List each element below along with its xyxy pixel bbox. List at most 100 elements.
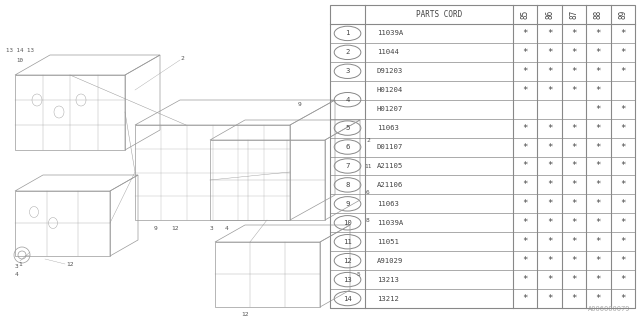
- Text: 14: 14: [343, 296, 352, 301]
- Text: 85: 85: [521, 10, 530, 19]
- Text: *: *: [620, 199, 625, 208]
- Text: *: *: [572, 142, 577, 152]
- Text: *: *: [596, 180, 601, 189]
- Text: *: *: [620, 275, 625, 284]
- Text: 9: 9: [153, 226, 157, 230]
- Text: *: *: [547, 256, 552, 265]
- Text: 13213: 13213: [377, 276, 399, 283]
- Text: *: *: [547, 162, 552, 171]
- Text: 11: 11: [364, 164, 372, 169]
- Text: 1: 1: [346, 30, 349, 36]
- Text: *: *: [620, 180, 625, 189]
- Text: PARTS CORD: PARTS CORD: [416, 10, 462, 19]
- Text: 11063: 11063: [377, 201, 399, 207]
- Text: 4: 4: [15, 273, 19, 277]
- Text: *: *: [547, 180, 552, 189]
- Text: A21105: A21105: [377, 163, 403, 169]
- Text: *: *: [547, 237, 552, 246]
- Text: *: *: [620, 218, 625, 227]
- Text: 13212: 13212: [377, 296, 399, 301]
- Text: *: *: [522, 218, 528, 227]
- Text: *: *: [596, 275, 601, 284]
- Text: 10: 10: [17, 58, 24, 62]
- Text: *: *: [522, 294, 528, 303]
- Text: 3: 3: [346, 68, 349, 74]
- Text: *: *: [620, 256, 625, 265]
- Text: H01204: H01204: [377, 87, 403, 93]
- Text: 2: 2: [366, 138, 370, 142]
- Text: *: *: [572, 86, 577, 95]
- Text: 9: 9: [298, 102, 302, 108]
- Text: *: *: [620, 162, 625, 171]
- Text: 11063: 11063: [377, 125, 399, 131]
- Text: 6: 6: [366, 190, 370, 196]
- Text: 8: 8: [346, 182, 349, 188]
- Text: *: *: [572, 162, 577, 171]
- Text: *: *: [596, 142, 601, 152]
- Text: 86: 86: [545, 10, 554, 19]
- Text: *: *: [620, 294, 625, 303]
- Text: *: *: [547, 48, 552, 57]
- Text: A006000079: A006000079: [588, 306, 630, 312]
- Text: *: *: [522, 256, 528, 265]
- Text: *: *: [522, 162, 528, 171]
- Text: *: *: [596, 124, 601, 132]
- Text: *: *: [547, 142, 552, 152]
- Text: *: *: [522, 180, 528, 189]
- Text: 12: 12: [241, 311, 249, 316]
- Bar: [330, 5, 635, 308]
- Text: *: *: [572, 237, 577, 246]
- Text: *: *: [596, 29, 601, 38]
- Text: 11039A: 11039A: [377, 30, 403, 36]
- Text: 13 14 13: 13 14 13: [6, 47, 34, 52]
- Text: A21106: A21106: [377, 182, 403, 188]
- Text: 2: 2: [346, 49, 349, 55]
- Text: 3: 3: [210, 226, 214, 230]
- Text: *: *: [547, 86, 552, 95]
- Text: *: *: [572, 29, 577, 38]
- Text: *: *: [572, 294, 577, 303]
- Text: 6: 6: [346, 144, 349, 150]
- Text: *: *: [620, 29, 625, 38]
- Text: 4: 4: [225, 226, 229, 230]
- Text: *: *: [547, 275, 552, 284]
- Text: *: *: [596, 256, 601, 265]
- Text: *: *: [596, 162, 601, 171]
- Text: 9: 9: [346, 201, 349, 207]
- Text: *: *: [547, 218, 552, 227]
- Text: 13: 13: [343, 276, 352, 283]
- Text: 87: 87: [570, 10, 579, 19]
- Text: *: *: [620, 105, 625, 114]
- Text: *: *: [596, 67, 601, 76]
- Text: 12: 12: [67, 261, 74, 267]
- Text: *: *: [547, 29, 552, 38]
- Text: *: *: [620, 124, 625, 132]
- Text: D01107: D01107: [377, 144, 403, 150]
- Text: *: *: [522, 86, 528, 95]
- Text: 12: 12: [172, 226, 179, 230]
- Text: *: *: [522, 48, 528, 57]
- Text: *: *: [596, 237, 601, 246]
- Text: *: *: [522, 142, 528, 152]
- Text: *: *: [596, 86, 601, 95]
- Text: *: *: [572, 275, 577, 284]
- Text: *: *: [522, 237, 528, 246]
- Text: *: *: [572, 124, 577, 132]
- Text: *: *: [596, 48, 601, 57]
- Text: 10: 10: [343, 220, 352, 226]
- Text: *: *: [596, 294, 601, 303]
- Text: 12: 12: [343, 258, 352, 264]
- Text: 4: 4: [346, 97, 349, 103]
- Text: 1: 1: [18, 261, 22, 267]
- Text: 11051: 11051: [377, 239, 399, 245]
- Text: 5: 5: [346, 125, 349, 131]
- Text: 2: 2: [180, 55, 184, 60]
- Text: 89: 89: [618, 10, 627, 19]
- Text: *: *: [522, 67, 528, 76]
- Text: *: *: [572, 256, 577, 265]
- Text: *: *: [572, 199, 577, 208]
- Text: *: *: [572, 48, 577, 57]
- Text: 3: 3: [15, 265, 19, 269]
- Text: *: *: [596, 218, 601, 227]
- Text: 88: 88: [594, 10, 603, 19]
